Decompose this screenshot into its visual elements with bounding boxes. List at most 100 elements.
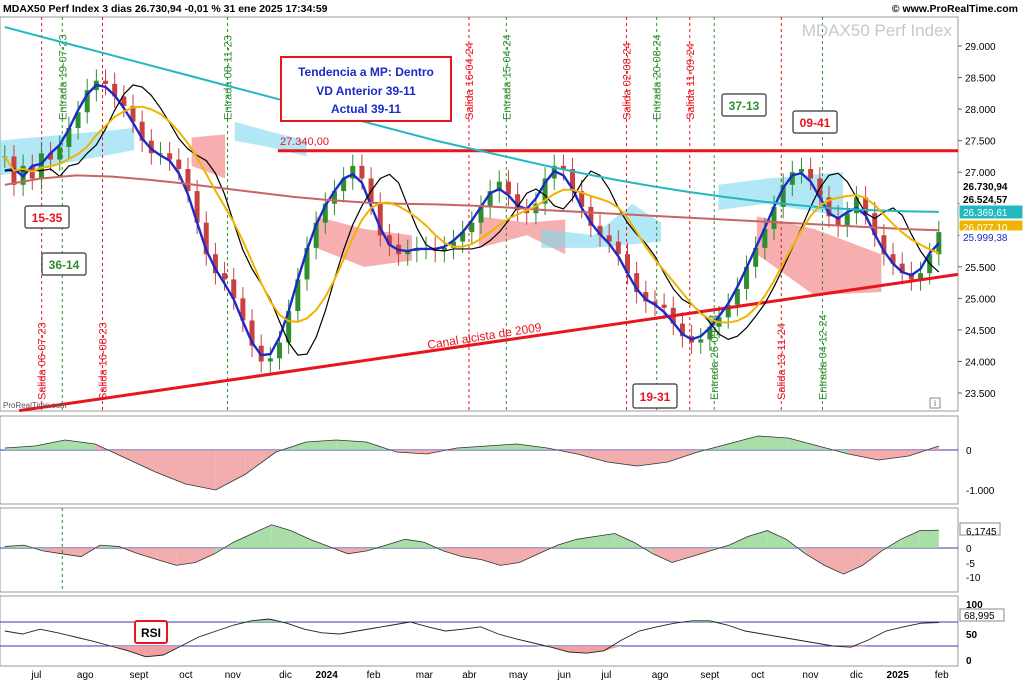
rsi-tick-label: 0 bbox=[966, 656, 972, 667]
candle-body bbox=[515, 194, 521, 211]
signal-black-line bbox=[4, 84, 940, 356]
attribution: ProRealTime.com bbox=[3, 401, 67, 410]
candle-body bbox=[121, 96, 127, 106]
candle-body bbox=[405, 251, 411, 255]
candle-body bbox=[753, 247, 759, 267]
candle-body bbox=[734, 288, 740, 305]
signal-label: Entrada 04-12-24 bbox=[817, 314, 829, 400]
price-value-box bbox=[959, 192, 1023, 206]
info-line-2: VD Anterior 39-11 bbox=[316, 84, 416, 98]
candle-body bbox=[478, 206, 484, 223]
candle-body bbox=[863, 197, 869, 214]
rsi-tick-label: 100 bbox=[966, 600, 983, 611]
momentum-area bbox=[557, 539, 577, 548]
momentum-area bbox=[748, 530, 768, 548]
signal-label: Salida 02-08-24 bbox=[622, 42, 634, 120]
price-line bbox=[4, 83, 940, 357]
momentum-area bbox=[176, 548, 196, 566]
candle-body bbox=[295, 279, 301, 311]
signal-label: Salida 06-07-23 bbox=[37, 322, 49, 400]
candle-body bbox=[634, 273, 640, 293]
momentum-area bbox=[805, 548, 825, 566]
channel-line bbox=[18, 272, 959, 413]
macd-area bbox=[125, 450, 156, 472]
candle-body bbox=[148, 140, 154, 154]
candle-body bbox=[872, 213, 878, 236]
candle-body bbox=[624, 254, 630, 274]
momentum-area bbox=[138, 548, 158, 560]
candle-body bbox=[222, 273, 228, 280]
site-link[interactable]: © www.ProRealTime.com bbox=[892, 3, 1018, 15]
candle-body bbox=[853, 197, 859, 214]
candle-body bbox=[798, 169, 804, 173]
candle-body bbox=[844, 213, 850, 226]
ma-teal-line bbox=[4, 26, 939, 213]
macd-area bbox=[245, 450, 276, 474]
x-tick-label: ago bbox=[77, 670, 94, 681]
y-tick-label: 28.500 bbox=[965, 74, 996, 85]
price-value-box bbox=[959, 179, 1023, 193]
rsi-overbought-area bbox=[269, 619, 287, 622]
macd-tick-label: -1.000 bbox=[966, 486, 995, 497]
macd-area bbox=[637, 450, 668, 466]
price-value-box bbox=[959, 205, 1023, 219]
candle-body bbox=[496, 181, 502, 192]
macd-area bbox=[607, 450, 638, 466]
momentum-line bbox=[4, 524, 939, 575]
candle-body bbox=[588, 206, 594, 226]
candle-body bbox=[75, 112, 81, 129]
ichimoku-cloud bbox=[479, 216, 566, 255]
signal-label: Entrada 20-08-24 bbox=[652, 34, 664, 120]
momentum-area bbox=[443, 548, 463, 557]
candle-body bbox=[157, 153, 163, 155]
momentum-area bbox=[252, 524, 272, 548]
candle-body bbox=[57, 146, 63, 160]
macd-area bbox=[486, 444, 518, 450]
momentum-area bbox=[481, 548, 501, 566]
momentum-area bbox=[195, 548, 215, 563]
info-line-1: Tendencia a MP: Dentro bbox=[298, 65, 434, 79]
candle-body bbox=[277, 342, 283, 359]
candle-body bbox=[167, 153, 173, 160]
y-tick-label: 25.000 bbox=[965, 294, 996, 305]
info-box bbox=[280, 56, 452, 122]
momentum-area bbox=[157, 548, 177, 566]
candle-body bbox=[899, 263, 905, 274]
svg-text:09-41: 09-41 bbox=[800, 116, 831, 130]
momentum-area bbox=[691, 548, 711, 557]
momentum-area bbox=[386, 539, 406, 548]
ichimoku-cloud bbox=[316, 216, 412, 267]
signal-label: Salida 16-08-23 bbox=[98, 322, 110, 400]
candle-body bbox=[460, 232, 466, 242]
candle-body bbox=[359, 165, 365, 179]
momentum-area bbox=[671, 548, 692, 563]
candle-body bbox=[469, 222, 475, 233]
ichimoku-cloud bbox=[191, 134, 226, 179]
x-tick-label: nov bbox=[802, 670, 818, 681]
info-icon[interactable]: i bbox=[929, 397, 941, 409]
candle-body bbox=[725, 304, 731, 318]
momentum-area bbox=[271, 524, 291, 548]
candle-body bbox=[835, 216, 841, 226]
macd-area bbox=[155, 450, 186, 484]
svg-text:19-31: 19-31 bbox=[640, 390, 671, 404]
momentum-area bbox=[767, 530, 787, 548]
candle-body bbox=[505, 181, 511, 195]
chart-title: MDAX50 Perf Index 3 dias 26.730,94 -0,01… bbox=[3, 3, 328, 15]
candle-body bbox=[881, 235, 887, 255]
momentum-area bbox=[919, 530, 939, 548]
candle-body bbox=[570, 169, 576, 192]
macd-area bbox=[727, 436, 759, 450]
signal-label: Salida 13-11-24 bbox=[776, 323, 788, 400]
candle-body bbox=[66, 128, 72, 147]
candle-body bbox=[341, 178, 347, 192]
candle-body bbox=[377, 203, 383, 236]
candle-body bbox=[744, 266, 750, 289]
candle-body bbox=[560, 165, 566, 170]
candle-body bbox=[313, 222, 319, 248]
momentum-last-box bbox=[959, 522, 1001, 536]
candle-body bbox=[240, 298, 246, 321]
x-tick-label: ago bbox=[652, 670, 669, 681]
svg-text:37-13: 37-13 bbox=[729, 99, 760, 113]
